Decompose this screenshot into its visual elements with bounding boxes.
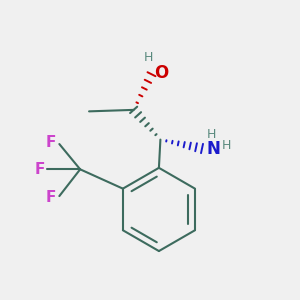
Text: H: H (144, 51, 153, 64)
Text: F: F (35, 162, 45, 177)
Text: N: N (206, 140, 220, 158)
Text: F: F (46, 135, 56, 150)
Text: H: H (206, 128, 216, 141)
Text: F: F (46, 190, 56, 205)
Text: O: O (154, 64, 169, 82)
Text: H: H (222, 139, 232, 152)
